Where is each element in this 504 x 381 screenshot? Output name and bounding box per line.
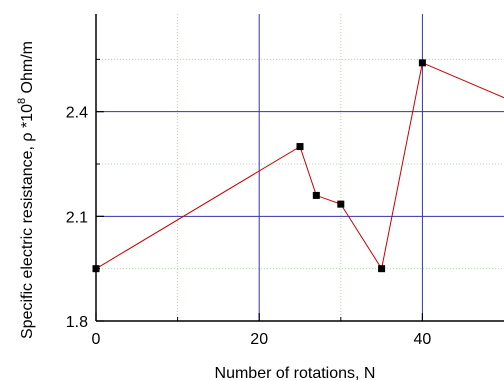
x-tick-label: 40 xyxy=(414,331,432,348)
data-point xyxy=(378,265,386,273)
x-tick-label: 0 xyxy=(92,331,101,348)
series-line xyxy=(95,62,504,270)
data-series xyxy=(92,59,504,273)
x-tick-label: 20 xyxy=(250,331,268,348)
data-point xyxy=(337,200,345,208)
y-axis-title-mult: *10 xyxy=(19,104,36,133)
tick-labels: 0 20 40 1.8 2.1 2.4 xyxy=(66,105,432,348)
data-point xyxy=(296,143,304,151)
y-tick-label: 2.1 xyxy=(66,209,88,226)
minor-grid xyxy=(96,14,504,321)
y-tick-label: 2.4 xyxy=(66,105,88,122)
data-point xyxy=(312,191,320,199)
y-axis-title-exponent: 8 xyxy=(16,98,28,104)
y-axis-title-prefix: Specific electric resistance, xyxy=(19,142,36,339)
data-point xyxy=(418,59,426,67)
y-tick-label: 1.8 xyxy=(66,314,88,331)
axes xyxy=(95,14,504,322)
major-grid xyxy=(96,14,504,321)
data-point xyxy=(92,265,100,273)
x-axis-title: Number of rotations, N xyxy=(215,365,376,381)
y-axis-title: Specific electric resistance, ρ *108 Ohm… xyxy=(16,41,36,339)
y-axis-title-unit: Ohm/m xyxy=(19,41,36,98)
y-axis-title-symbol: ρ xyxy=(19,132,36,141)
